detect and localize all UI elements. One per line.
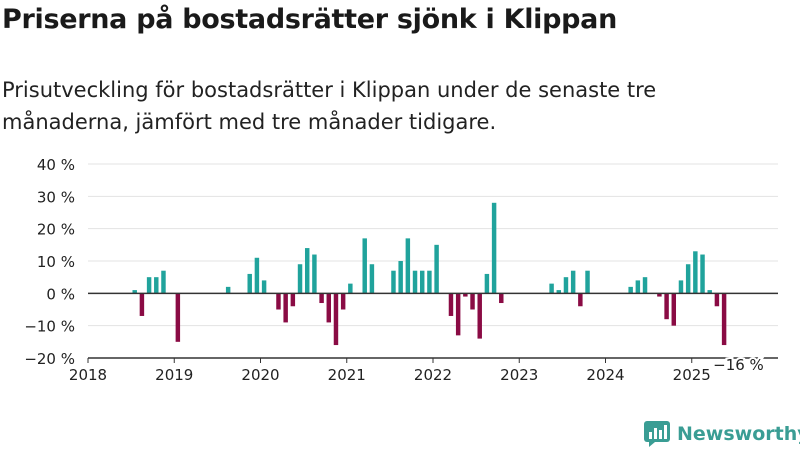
bar xyxy=(312,254,317,294)
x-tick-label: 2024 xyxy=(586,366,624,384)
bar xyxy=(326,293,332,323)
bar xyxy=(276,293,281,310)
bar xyxy=(225,286,231,294)
bar xyxy=(678,280,684,294)
bar xyxy=(657,293,662,297)
x-tick-label: 2022 xyxy=(414,366,452,384)
bar xyxy=(362,238,367,294)
bar xyxy=(405,238,411,294)
y-tick-label: 0 % xyxy=(46,285,75,303)
bar xyxy=(499,293,504,304)
bar xyxy=(549,283,554,294)
bar xyxy=(146,277,152,294)
bar xyxy=(491,202,497,294)
bar xyxy=(427,270,432,294)
bar xyxy=(333,293,339,346)
chart-title: Priserna på bostadsrätter sjönk i Klippa… xyxy=(2,4,618,35)
bar xyxy=(175,293,181,342)
bar xyxy=(290,293,296,307)
bar xyxy=(635,280,641,294)
bar xyxy=(563,277,569,294)
bar xyxy=(319,293,324,304)
newsworthy-logo-icon xyxy=(644,421,670,447)
bar xyxy=(570,270,576,294)
bar xyxy=(628,286,633,294)
bar xyxy=(139,293,145,316)
bar xyxy=(297,264,303,294)
bar xyxy=(398,261,403,294)
y-tick-label: 30 % xyxy=(37,188,75,206)
x-tick-label: 2020 xyxy=(241,366,279,384)
latest-value-annotation: −16 % xyxy=(713,356,764,374)
bar xyxy=(412,270,418,294)
x-tick-label: 2019 xyxy=(155,366,193,384)
bar xyxy=(304,248,310,294)
bar xyxy=(556,290,562,294)
y-tick-label: 20 % xyxy=(37,221,75,239)
y-tick-label: 10 % xyxy=(37,253,75,271)
bar xyxy=(484,273,490,294)
bar xyxy=(700,254,705,294)
bar xyxy=(693,251,698,294)
bar xyxy=(463,293,468,297)
bar xyxy=(477,293,482,339)
bar xyxy=(161,270,166,294)
bar xyxy=(419,270,425,294)
bar xyxy=(714,293,720,307)
bar xyxy=(585,270,590,294)
y-tick-label: −10 % xyxy=(24,318,75,336)
chart-subtitle: Prisutveckling för bostadsrätter i Klipp… xyxy=(2,78,657,134)
brand-name: Newsworthy xyxy=(677,423,800,445)
bar xyxy=(261,280,267,294)
x-tick-label: 2018 xyxy=(69,366,107,384)
brand-logo: Newsworthy xyxy=(644,420,800,448)
bar xyxy=(642,277,648,294)
bar xyxy=(434,244,439,294)
x-tick-label: 2023 xyxy=(500,366,538,384)
bar xyxy=(671,293,677,326)
bar xyxy=(664,293,669,320)
y-tick-label: −20 % xyxy=(24,350,75,368)
bar xyxy=(448,293,454,316)
bar xyxy=(685,264,691,294)
bar xyxy=(721,293,727,346)
bar xyxy=(470,293,475,310)
y-tick-label: 40 % xyxy=(37,156,75,174)
bar xyxy=(578,293,583,307)
x-tick-label: 2025 xyxy=(673,366,711,384)
bar xyxy=(254,257,260,294)
bar xyxy=(455,293,461,336)
bar xyxy=(247,273,252,294)
bar xyxy=(340,293,346,310)
x-tick-label: 2021 xyxy=(328,366,366,384)
bar xyxy=(154,277,159,294)
bar xyxy=(707,290,712,294)
bar xyxy=(391,270,396,294)
bar xyxy=(348,283,353,294)
bar-chart: −20 % −10 % 0 % 10 % 20 % 30 % 40 % 2018 2019 202… xyxy=(24,156,778,384)
bar xyxy=(132,290,137,294)
bar xyxy=(283,293,288,323)
bar xyxy=(369,264,375,294)
